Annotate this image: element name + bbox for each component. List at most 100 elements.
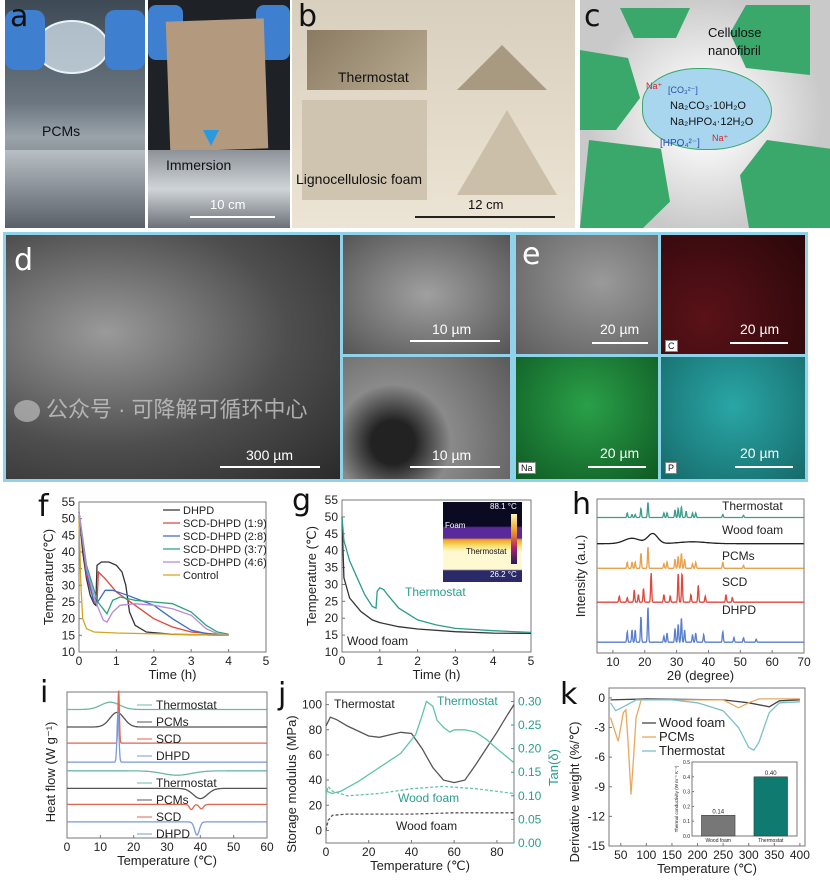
x-tick-label: 30 [160,840,174,854]
y2-tick-label: 0.30 [518,694,542,708]
series-label: PCMs [156,715,189,729]
y-tick-label: 30 [325,577,339,591]
panel-label-d: d [14,243,34,278]
map-phosphorus [661,357,805,479]
y-tick-label: 40 [62,545,76,559]
x-tick-label: 400 [790,848,810,862]
scale-bar-d-bottom [410,466,500,468]
series-line-pcms [67,787,267,800]
series-line-pcms [67,711,267,728]
tag-phosphorus: P [665,462,678,474]
x-tick-label: 0 [64,840,71,854]
legend-label: DHPD [183,505,214,517]
steel-tray [148,150,290,228]
series-label: DHPD [722,603,756,617]
label-cellulose: Cellulose [708,25,762,40]
x-tick-label: 60 [448,845,462,859]
y-tick-label: 45 [62,528,76,542]
series-label: DHPD [156,827,190,841]
y-tick-label: 25 [62,595,76,609]
y2-tick-label: 0.05 [518,812,542,826]
x-tick-label: 350 [764,848,784,862]
y-tick-label: -3 [594,721,605,735]
y2-tick-label: 0.15 [518,765,542,779]
tag-carbon: C [665,340,678,352]
y-tick-label: -9 [594,780,605,794]
y-tick-label: 0 [315,823,322,837]
sem-e [516,235,658,354]
x-tick-label: 40 [702,655,716,669]
x-tick-label: 0 [323,845,330,859]
plot-frame [325,691,515,844]
scale-label-d-bottom: 10 µm [432,447,472,463]
salt-solution [642,68,772,150]
x-tick-label: 10 [606,655,620,669]
scale-bar-a [190,216,275,218]
x-tick-label: 60 [260,840,274,854]
x-tick-label: 0 [339,654,346,668]
thermal-foam: Foam [445,521,466,530]
series-label: SCD [722,575,748,589]
series-label: Wood foam [722,523,783,537]
series-line-scd-dhpd-4-6- [78,511,229,636]
y-tick-label: 0.1 [683,819,690,825]
series-line-control [78,518,229,636]
y-tick-label: 0.4 [683,775,690,781]
series-line-thermostat [609,699,800,752]
chart-k-inset [691,761,798,837]
y-tick-label: 25 [325,594,339,608]
plot-frame [596,498,805,654]
x-tick-label: 2 [414,654,421,668]
y-axis-label: Intensity (a.u.) [573,535,588,617]
panel-label-k: k [560,677,578,712]
series-line-wood-foam [325,785,515,797]
fiber-cluster [580,140,670,228]
x-tick-label: 3 [452,654,459,668]
legend-label: SCD-DHPD (2:8) [183,531,267,543]
legend-label: Wood foam [659,715,725,730]
series-annotation: Wood foam [347,634,408,648]
series-line-wood-foam [597,532,804,545]
x-tick-label: 300 [739,848,759,862]
series-annotation: Thermostat [334,697,395,711]
y-tick-label: 35 [325,561,339,575]
series-line-thermostat [325,700,515,795]
x-tick-label: 5 [263,654,270,668]
x-tick-label: 250 [713,848,733,862]
label-na-2: Na⁺ [712,133,729,143]
x-tick-label: 100 [636,848,656,862]
chart-j [325,691,515,844]
y-tick-label: 35 [62,562,76,576]
x-tick-label: 60 [765,655,779,669]
thermal-thermostat: Thermostat [466,547,507,556]
x-tick-label: 20 [127,840,141,854]
bar-wood-foam [701,815,736,837]
wechat-icon [14,400,40,422]
color-scale-bar [511,514,517,564]
series-label: DHPD [156,749,190,763]
series-line-dhpd [67,712,267,763]
series-line-thermostat [341,516,532,634]
x-tick-label: 20 [362,845,376,859]
foam-square [302,100,427,200]
sem-bottom-right [343,357,510,479]
y-axis-label: Thermal conductivity (W m⁻¹ K⁻¹) [674,765,679,832]
y-tick-label: 0.0 [683,834,690,840]
x-axis-label: Time (h) [413,667,461,682]
panel-label-f: f [38,489,49,524]
y-tick-label: 100 [302,698,322,712]
photo-immersion [148,0,290,228]
panel-label-b: b [298,0,318,34]
y-tick-label: 40 [325,544,339,558]
series-line-thermostat [67,770,267,776]
series-label: Thermostat [156,776,217,790]
legend-label: SCD-DHPD (3:7) [183,544,267,556]
series-annotation: Wood foam [398,791,459,805]
x-tick-label: Thermostat [758,838,784,844]
label-salt-1: Na₂CO₃·10H₂O [670,100,746,112]
panel-label-g: g [292,483,312,518]
chart-i [66,690,268,839]
scale-bar-e-na [588,466,646,468]
bar-value-label: 0.14 [712,809,724,815]
photo-pouring-pcms [5,0,145,228]
